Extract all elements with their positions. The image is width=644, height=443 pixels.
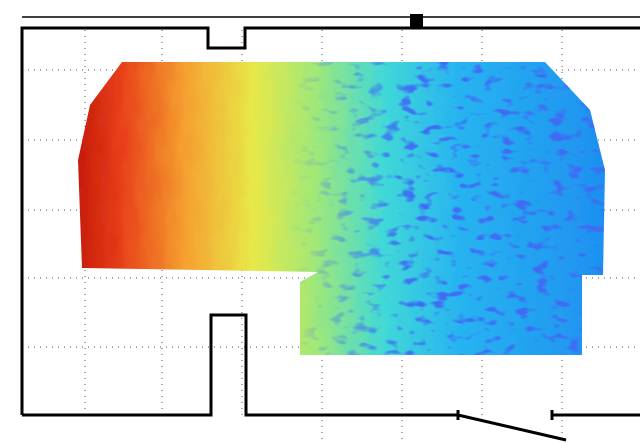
heatmap-spots	[78, 62, 605, 355]
wall	[22, 313, 458, 417]
walls	[20, 14, 640, 442]
door	[457, 413, 567, 442]
wall	[20, 26, 640, 415]
heatmap	[78, 62, 605, 355]
wall-block	[410, 14, 423, 28]
